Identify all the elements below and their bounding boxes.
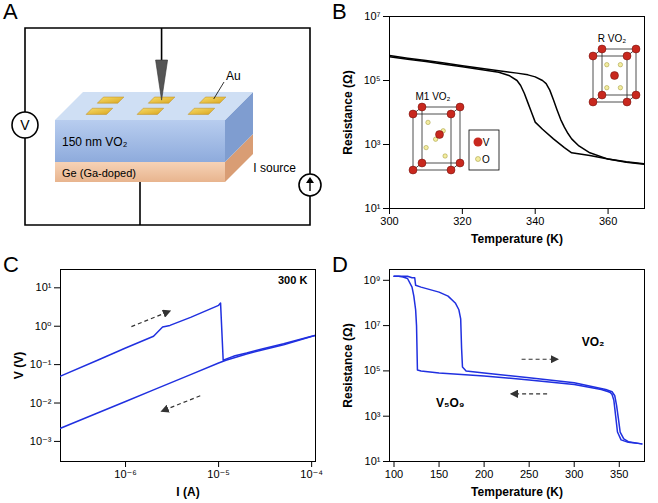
svg-text:10⁻²: 10⁻² [30,397,52,409]
svg-text:O: O [482,154,490,165]
svg-text:10⁻⁶: 10⁻⁶ [114,468,137,480]
html-text:A: A [3,0,18,24]
svg-text:V₅O₉: V₅O₉ [436,396,464,410]
svg-text:V (V): V (V) [12,352,26,379]
svg-text:Resistance (Ω): Resistance (Ω) [341,323,355,407]
svg-text:340: 340 [526,215,544,227]
svg-text:350: 350 [610,468,628,480]
svg-text:10⁻⁵: 10⁻⁵ [207,468,230,480]
svg-text:I source: I source [253,161,296,175]
svg-text:10³: 10³ [365,138,381,150]
svg-text:10⁻¹: 10⁻¹ [30,358,52,370]
svg-text:VO₂: VO₂ [582,335,605,349]
svg-text:360: 360 [599,215,617,227]
svg-text:Temperature (K): Temperature (K) [471,232,563,246]
svg-text:300: 300 [565,468,583,480]
svg-text:V: V [483,137,490,148]
svg-text:100: 100 [385,468,403,480]
svg-text:10⁹: 10⁹ [364,274,381,286]
svg-text:10⁷: 10⁷ [364,319,380,331]
svg-text:M1 VO₂: M1 VO₂ [416,91,451,102]
svg-text:Temperature (K): Temperature (K) [471,485,563,499]
svg-text:10⁻³: 10⁻³ [30,435,52,447]
svg-text:Au: Au [226,69,241,83]
html-text:D: D [332,252,348,277]
html-text:C: C [3,252,19,277]
svg-text:150: 150 [430,468,448,480]
svg-text:10⁷: 10⁷ [364,10,380,22]
svg-text:10¹: 10¹ [365,202,381,214]
svg-text:250: 250 [520,468,538,480]
svg-text:320: 320 [453,215,471,227]
svg-text:300 K: 300 K [278,274,307,286]
svg-text:10⁻⁴: 10⁻⁴ [300,468,323,480]
svg-text:10¹: 10¹ [36,281,52,293]
svg-text:I (A): I (A) [176,485,199,499]
svg-text:10¹: 10¹ [365,455,381,467]
svg-text:V: V [20,117,30,133]
svg-text:Resistance (Ω): Resistance (Ω) [341,70,355,154]
svg-text:150 nm VO₂: 150 nm VO₂ [62,135,128,149]
svg-text:10⁰: 10⁰ [35,320,52,332]
svg-text:R VO₂: R VO₂ [598,33,626,44]
svg-text:Ge (Ga-doped): Ge (Ga-doped) [62,167,136,179]
svg-text:200: 200 [475,468,493,480]
svg-text:10³: 10³ [365,410,381,422]
svg-text:300: 300 [380,215,398,227]
svg-text:10⁵: 10⁵ [364,364,381,376]
svg-text:10⁵: 10⁵ [364,74,381,86]
html-text:B: B [332,0,347,24]
